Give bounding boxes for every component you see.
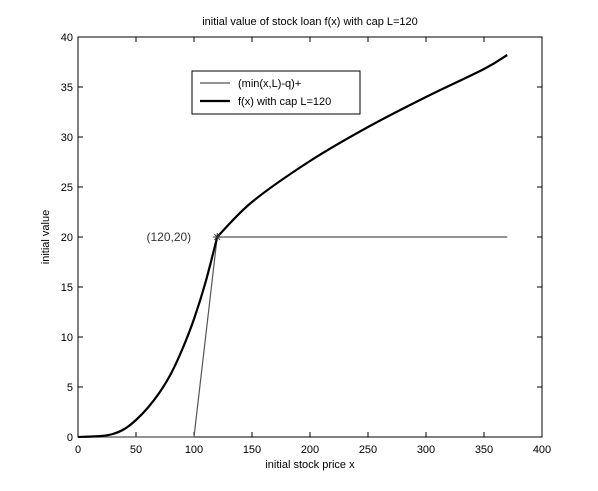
x-tick-label: 100 [185, 444, 203, 456]
series-layer [77, 54, 508, 439]
y-tick-label: 30 [61, 132, 73, 144]
y-axis-label: initial value [40, 210, 52, 264]
kink-point-marker [213, 233, 222, 241]
y-tick-label: 15 [61, 282, 73, 294]
legend: (min(x,L)-q)+ f(x) with cap L=120 [191, 70, 361, 115]
x-tick-label: 50 [130, 444, 142, 456]
plot-area: 0 50 100 150 200 250 300 350 400 0 5 10 15 20 25 30 35 40… [61, 32, 551, 456]
kink-point-label: (120,20) [146, 230, 191, 244]
x-tick-label: 300 [417, 444, 435, 456]
legend-entry: f(x) with cap L=120 [238, 96, 331, 108]
legend-box [191, 70, 361, 115]
y-tick-label: 25 [61, 182, 73, 194]
axis-ticks: 0 50 100 150 200 250 300 350 400 0 5 10 15 20 25 30 35 40 [61, 32, 551, 456]
x-tick-label: 250 [359, 444, 377, 456]
series-line-fx [77, 54, 508, 439]
y-tick-label: 40 [61, 32, 73, 44]
x-tick-label: 200 [301, 444, 319, 456]
series-line-payoff [78, 236, 508, 438]
x-tick-label: 0 [75, 444, 81, 456]
y-tick-label: 10 [61, 332, 73, 344]
x-tick-label: 150 [243, 444, 261, 456]
y-tick-label: 35 [61, 82, 73, 94]
y-tick-label: 5 [67, 382, 73, 394]
y-tick-label: 20 [61, 232, 73, 244]
chart-title: initial value of stock loan f(x) with ca… [202, 16, 418, 28]
annotation-layer: (120,20) [146, 230, 222, 244]
x-tick-label: 400 [533, 444, 551, 456]
legend-entry: (min(x,L)-q)+ [238, 78, 301, 90]
y-tick-label: 0 [67, 432, 73, 444]
x-tick-label: 350 [475, 444, 493, 456]
x-axis-label: initial stock price x [265, 459, 355, 471]
